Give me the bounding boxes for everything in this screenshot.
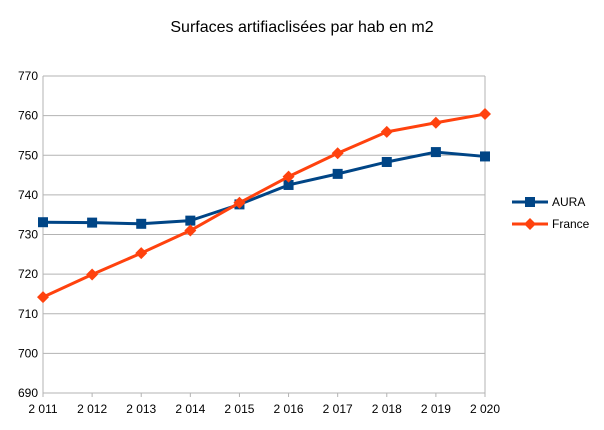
data-point [480, 151, 490, 162]
data-point [87, 217, 98, 228]
x-tick-label: 2 012 [77, 402, 107, 416]
y-tick-label: 730 [18, 228, 38, 242]
x-tick-label: 2 018 [372, 402, 402, 416]
data-point [429, 116, 442, 129]
y-tick-label: 760 [18, 109, 38, 123]
data-point [430, 147, 441, 158]
data-point [381, 156, 392, 167]
data-point [479, 108, 491, 121]
legend-marker [525, 197, 535, 207]
x-tick-label: 2 019 [421, 402, 451, 416]
data-point [282, 170, 295, 183]
data-point [380, 125, 393, 138]
legend: AURA France [512, 195, 590, 231]
x-tick-label: 2 017 [323, 402, 353, 416]
legend-item-france: France [512, 217, 590, 231]
x-tick-label: 2 015 [224, 402, 254, 416]
y-tick-label: 690 [18, 386, 38, 400]
data-point [38, 217, 48, 228]
data-point [86, 268, 99, 281]
x-tick-label: 2 013 [126, 402, 156, 416]
data-point [331, 147, 344, 160]
data-point [136, 218, 147, 229]
legend-marker [524, 218, 536, 230]
x-tick-label: 2 011 [28, 402, 57, 416]
data-point [185, 215, 196, 226]
legend-item-aura: AURA [512, 195, 585, 209]
y-tick-label: 750 [18, 148, 38, 162]
series-france [37, 108, 491, 304]
series-line [42, 112, 486, 299]
y-tick-label: 770 [18, 69, 38, 83]
grid-lines [43, 75, 485, 394]
data-point [332, 168, 343, 179]
y-tick-label: 710 [18, 307, 38, 321]
y-tick-label: 740 [18, 188, 38, 202]
x-tick-label: 2 020 [470, 402, 500, 416]
y-tick-label: 720 [18, 267, 38, 281]
data-point [135, 247, 148, 260]
x-tick-label: 2 016 [274, 402, 304, 416]
data-point [37, 291, 49, 304]
axes: 690 700 710 720 730 740 750 760 770 2 011 2 012 2 0… [18, 69, 500, 416]
data-point [184, 224, 197, 237]
legend-label: France [552, 217, 590, 231]
x-tick-label: 2 014 [175, 402, 205, 416]
series-layer [37, 108, 491, 304]
series-aura [38, 147, 490, 229]
data-point [283, 179, 294, 190]
y-tick-label: 700 [18, 346, 38, 360]
data-point [233, 196, 246, 209]
chart-title: Surfaces artifiaclisées par hab en m2 [170, 19, 433, 36]
series-line [42, 150, 486, 226]
legend-label: AURA [552, 195, 585, 209]
